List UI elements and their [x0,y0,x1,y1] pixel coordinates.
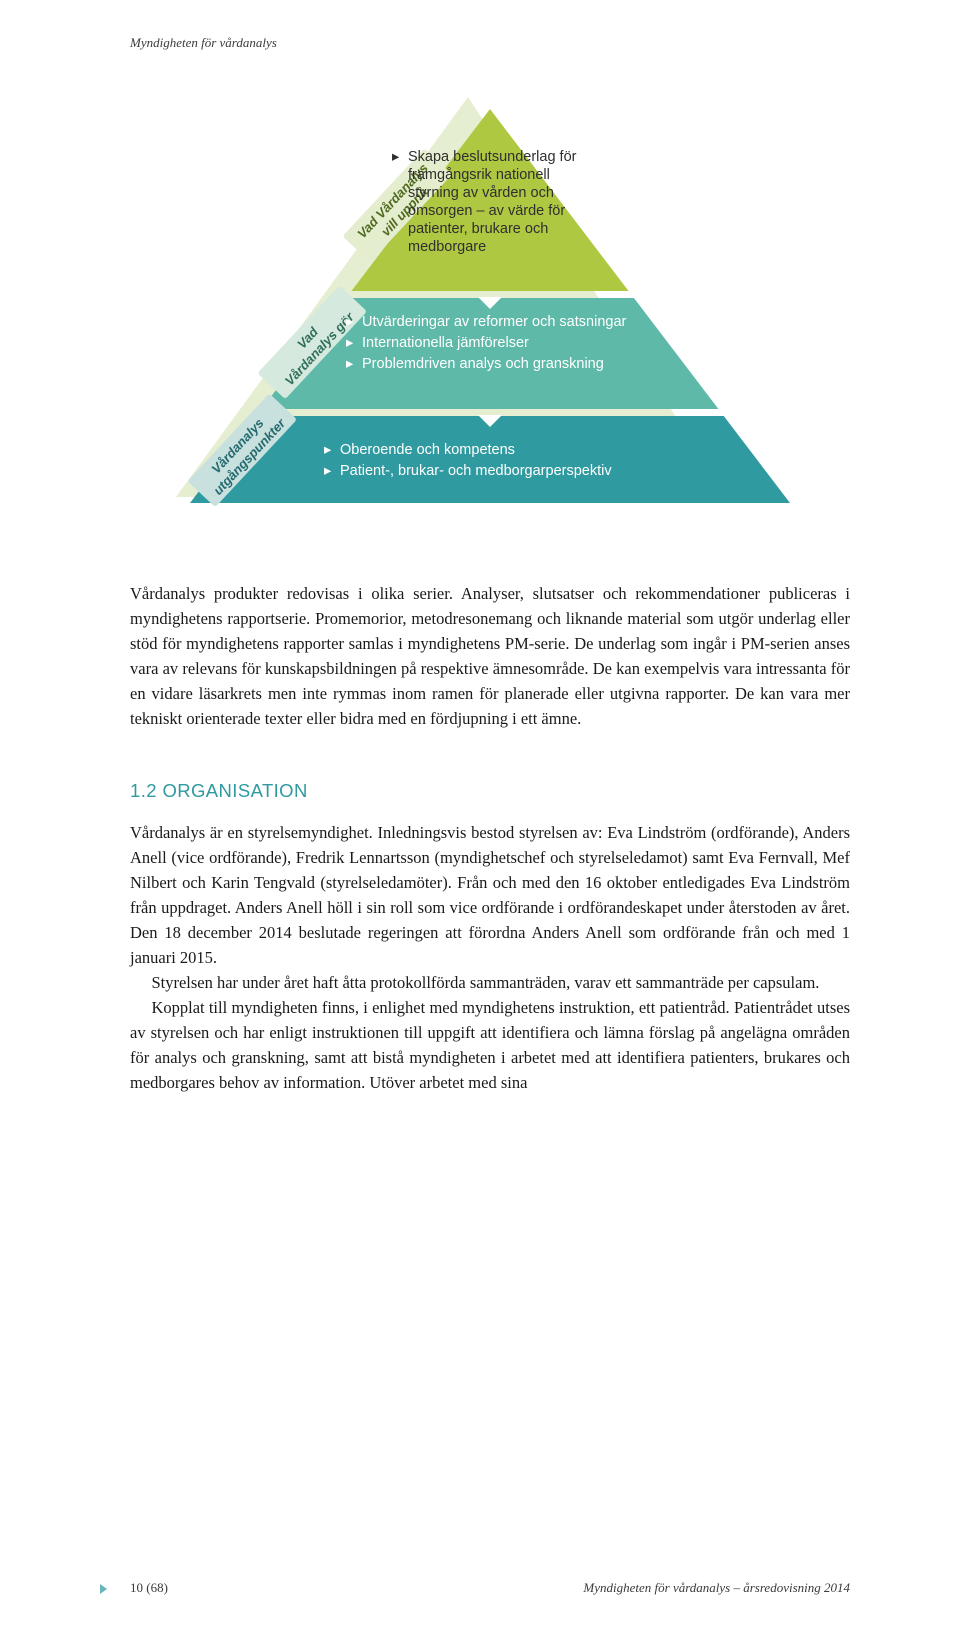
paragraph-intro: Vårdanalys produkter redovisas i olika s… [130,581,850,731]
svg-text:Skapa beslutsunderlag för: Skapa beslutsunderlag för [408,149,577,165]
svg-text:▸: ▸ [346,314,354,330]
footer-doc-title: Myndigheten för vårdanalys – årsredovisn… [583,1580,850,1596]
svg-text:Utvärderingar av reformer och: Utvärderingar av reformer och satsningar [362,314,627,330]
svg-text:framgångsrik nationell: framgångsrik nationell [408,167,550,183]
running-header: Myndigheten för vårdanalys [130,35,850,51]
svg-text:▸: ▸ [324,463,332,479]
svg-text:omsorgen – av värde för: omsorgen – av värde för [408,203,565,219]
paragraph-org-1: Vårdanalys är en styrelsemyndighet. Inle… [130,820,850,970]
svg-text:medborgare: medborgare [408,239,486,255]
page: Myndigheten för vårdanalys Vad Vårdanaly… [0,0,960,1630]
page-footer: 10 (68) Myndigheten för vårdanalys – års… [0,1580,960,1596]
svg-text:▸: ▸ [324,442,332,458]
svg-text:Problemdriven analys och grans: Problemdriven analys och granskning [362,356,604,372]
svg-text:▸: ▸ [392,149,400,165]
paragraph-org-2: Styrelsen har under året haft åtta proto… [130,970,850,995]
pyramid-diagram: Vad Vårdanalysvill uppnåVadVårdanalys gö… [170,91,810,521]
svg-text:styrning av vården och: styrning av vården och [408,185,554,201]
footer-page-number: 10 (68) [130,1580,168,1596]
body-text: Vårdanalys produkter redovisas i olika s… [130,581,850,1095]
svg-text:▸: ▸ [346,335,354,351]
svg-text:Internationella jämförelser: Internationella jämförelser [362,335,529,351]
svg-text:Oberoende och kompetens: Oberoende och kompetens [340,442,515,458]
section-heading: 1.2 ORGANISATION [130,777,850,805]
svg-text:▸: ▸ [346,356,354,372]
paragraph-org-3: Kopplat till myndigheten finns, i enligh… [130,995,850,1095]
svg-text:patienter, brukare och: patienter, brukare och [408,221,548,237]
svg-text:Patient-, brukar- och medborga: Patient-, brukar- och medborgarperspekti… [340,463,612,479]
